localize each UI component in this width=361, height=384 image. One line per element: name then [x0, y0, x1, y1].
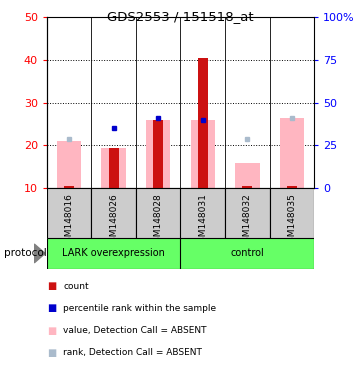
Bar — [47, 188, 91, 238]
Text: ■: ■ — [47, 303, 56, 313]
Bar — [109, 147, 119, 188]
Text: GSM148031: GSM148031 — [198, 193, 207, 248]
Bar — [180, 188, 225, 238]
Text: ■: ■ — [47, 348, 56, 358]
Text: rank, Detection Call = ABSENT: rank, Detection Call = ABSENT — [63, 348, 202, 358]
Text: GSM148028: GSM148028 — [154, 193, 163, 248]
Bar — [191, 120, 215, 188]
Text: value, Detection Call = ABSENT: value, Detection Call = ABSENT — [63, 326, 207, 335]
Bar — [136, 188, 180, 238]
Text: ■: ■ — [47, 281, 56, 291]
Bar — [235, 162, 260, 188]
Text: percentile rank within the sample: percentile rank within the sample — [63, 304, 216, 313]
Bar — [287, 186, 297, 188]
Bar — [198, 58, 208, 188]
Text: count: count — [63, 281, 89, 291]
Text: GSM148035: GSM148035 — [287, 193, 296, 248]
Text: GSM148032: GSM148032 — [243, 193, 252, 248]
Polygon shape — [34, 244, 45, 263]
Bar — [180, 238, 314, 269]
Text: protocol: protocol — [4, 248, 46, 258]
Bar — [242, 186, 252, 188]
Bar — [57, 141, 82, 188]
Bar — [153, 120, 163, 188]
Bar — [101, 147, 126, 188]
Bar — [47, 238, 180, 269]
Bar — [91, 188, 136, 238]
Text: GDS2553 / 151518_at: GDS2553 / 151518_at — [107, 10, 254, 23]
Bar — [146, 120, 170, 188]
Bar — [270, 188, 314, 238]
Bar — [64, 186, 74, 188]
Text: GSM148026: GSM148026 — [109, 193, 118, 248]
Text: ■: ■ — [47, 326, 56, 336]
Bar — [225, 188, 270, 238]
Text: GSM148016: GSM148016 — [65, 193, 74, 248]
Bar — [279, 118, 304, 188]
Text: control: control — [230, 248, 264, 258]
Text: LARK overexpression: LARK overexpression — [62, 248, 165, 258]
